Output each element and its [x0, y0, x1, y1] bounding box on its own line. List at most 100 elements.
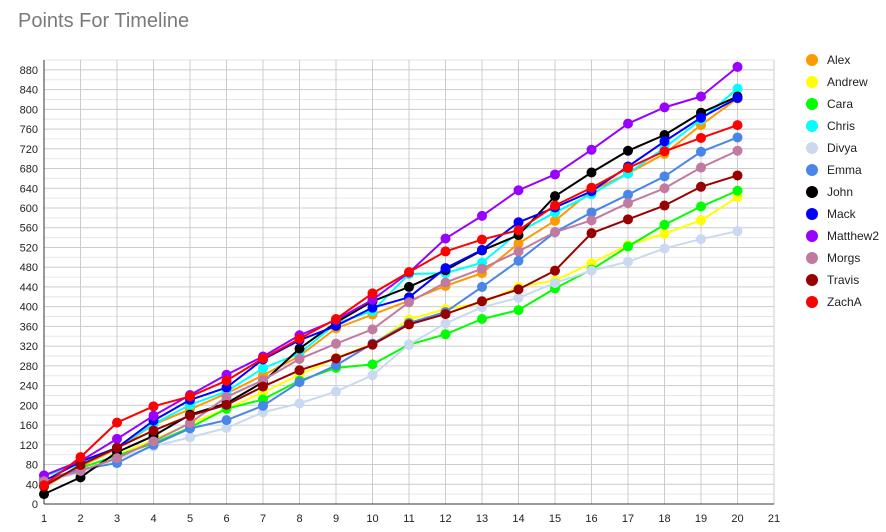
- legend-item-alex: Alex: [806, 53, 850, 67]
- data-point-matthew2: [586, 144, 597, 155]
- x-tick-label: 17: [622, 513, 634, 525]
- data-point-divya: [331, 386, 341, 397]
- y-tick-label: 720: [20, 144, 38, 156]
- data-point-divya: [586, 265, 597, 276]
- legend-label-chris: Chris: [827, 119, 855, 133]
- data-point-divya: [696, 234, 706, 245]
- data-point-divya: [659, 243, 670, 254]
- data-point-matthew2: [659, 102, 670, 113]
- data-point-matthew2: [732, 61, 743, 72]
- data-point-morgs: [440, 277, 451, 288]
- legend-marker-mack: [806, 208, 818, 220]
- data-point-zacha: [623, 163, 633, 174]
- data-point-mack: [659, 136, 670, 147]
- legend-marker-matthew2: [806, 230, 818, 242]
- data-point-divya: [513, 292, 524, 303]
- data-point-matthew2: [440, 233, 451, 244]
- legend-label-alex: Alex: [827, 53, 850, 67]
- data-point-travis: [659, 200, 670, 211]
- series-line-mack: [43, 97, 738, 483]
- legend-label-morgs: Morgs: [827, 251, 860, 265]
- y-tick-label: 480: [20, 262, 38, 274]
- legend-item-morgs: Morgs: [806, 251, 860, 265]
- legend-marker-divya: [806, 142, 818, 154]
- data-point-zacha: [112, 417, 122, 428]
- x-tick-label: 12: [439, 513, 451, 525]
- data-point-divya: [732, 226, 743, 237]
- data-point-emma: [586, 207, 597, 218]
- legend-marker-alex: [806, 54, 818, 66]
- data-point-travis: [732, 170, 743, 181]
- y-tick-label: 360: [20, 321, 38, 333]
- data-point-travis: [404, 319, 414, 330]
- data-point-travis: [623, 214, 633, 225]
- data-point-divya: [550, 277, 560, 288]
- y-tick-label: 80: [26, 460, 38, 472]
- series-line-travis: [43, 174, 738, 488]
- x-tick-label: 18: [658, 513, 670, 525]
- axis-layer: 0408012016020024028032036040044048052056…: [20, 60, 780, 525]
- data-point-mack: [440, 263, 451, 274]
- x-tick-label: 7: [260, 513, 266, 525]
- series-andrew: [39, 192, 743, 489]
- x-tick-label: 19: [695, 513, 707, 525]
- data-point-travis: [550, 265, 560, 276]
- data-point-chris: [258, 363, 268, 374]
- data-point-zacha: [696, 132, 706, 143]
- legend-marker-emma: [806, 164, 818, 176]
- x-tick-label: 10: [366, 513, 378, 525]
- data-point-cara: [440, 329, 451, 340]
- data-point-matthew2: [550, 169, 560, 180]
- legend-label-andrew: Andrew: [827, 75, 868, 89]
- y-tick-label: 280: [20, 361, 38, 373]
- y-tick-label: 0: [32, 499, 38, 511]
- data-point-morgs: [185, 418, 195, 429]
- legend: Alex Andrew Cara Chris Divya Emma John Mack Matt…: [806, 53, 879, 309]
- y-tick-label: 40: [26, 479, 38, 491]
- data-point-divya: [404, 339, 414, 350]
- data-point-cara: [659, 219, 670, 230]
- y-tick-label: 520: [20, 242, 38, 254]
- legend-marker-andrew: [806, 76, 818, 88]
- legend-item-travis: Travis: [806, 273, 859, 287]
- series-zacha: [39, 120, 743, 491]
- legend-item-cara: Cara: [806, 97, 853, 111]
- series-matthew2: [39, 61, 743, 481]
- x-tick-label: 4: [150, 513, 156, 525]
- data-point-divya: [294, 398, 305, 409]
- data-point-morgs: [659, 183, 670, 194]
- legend-marker-john: [806, 186, 818, 198]
- data-point-zacha: [477, 234, 487, 245]
- x-tick-label: 15: [549, 513, 561, 525]
- data-point-morgs: [550, 227, 560, 238]
- series-line-cara: [43, 189, 738, 483]
- legend-marker-travis: [806, 274, 818, 286]
- series-line-divya: [43, 230, 738, 482]
- y-tick-label: 400: [20, 302, 38, 314]
- legend-item-emma: Emma: [806, 163, 862, 177]
- series-line-morgs: [43, 149, 738, 483]
- legend-marker-zacha: [806, 296, 818, 308]
- x-tick-label: 5: [187, 513, 193, 525]
- data-point-travis: [477, 296, 487, 307]
- data-point-mack: [477, 244, 487, 255]
- data-point-zacha: [732, 120, 743, 131]
- data-point-travis: [331, 353, 341, 364]
- legend-marker-cara: [806, 98, 818, 110]
- data-point-john: [39, 489, 49, 500]
- series-line-andrew: [43, 196, 739, 485]
- data-point-zacha: [550, 200, 560, 211]
- data-point-emma: [696, 146, 706, 157]
- data-point-travis: [185, 410, 195, 421]
- data-point-chris: [732, 83, 743, 94]
- data-point-morgs: [477, 263, 487, 274]
- legend-item-chris: Chris: [806, 119, 855, 133]
- x-tick-label: 13: [476, 513, 488, 525]
- series-mack: [39, 92, 743, 487]
- data-point-emma: [732, 132, 743, 143]
- data-point-morgs: [586, 215, 597, 226]
- data-point-zacha: [513, 225, 524, 236]
- x-tick-label: 2: [77, 513, 83, 525]
- data-point-zacha: [404, 267, 414, 278]
